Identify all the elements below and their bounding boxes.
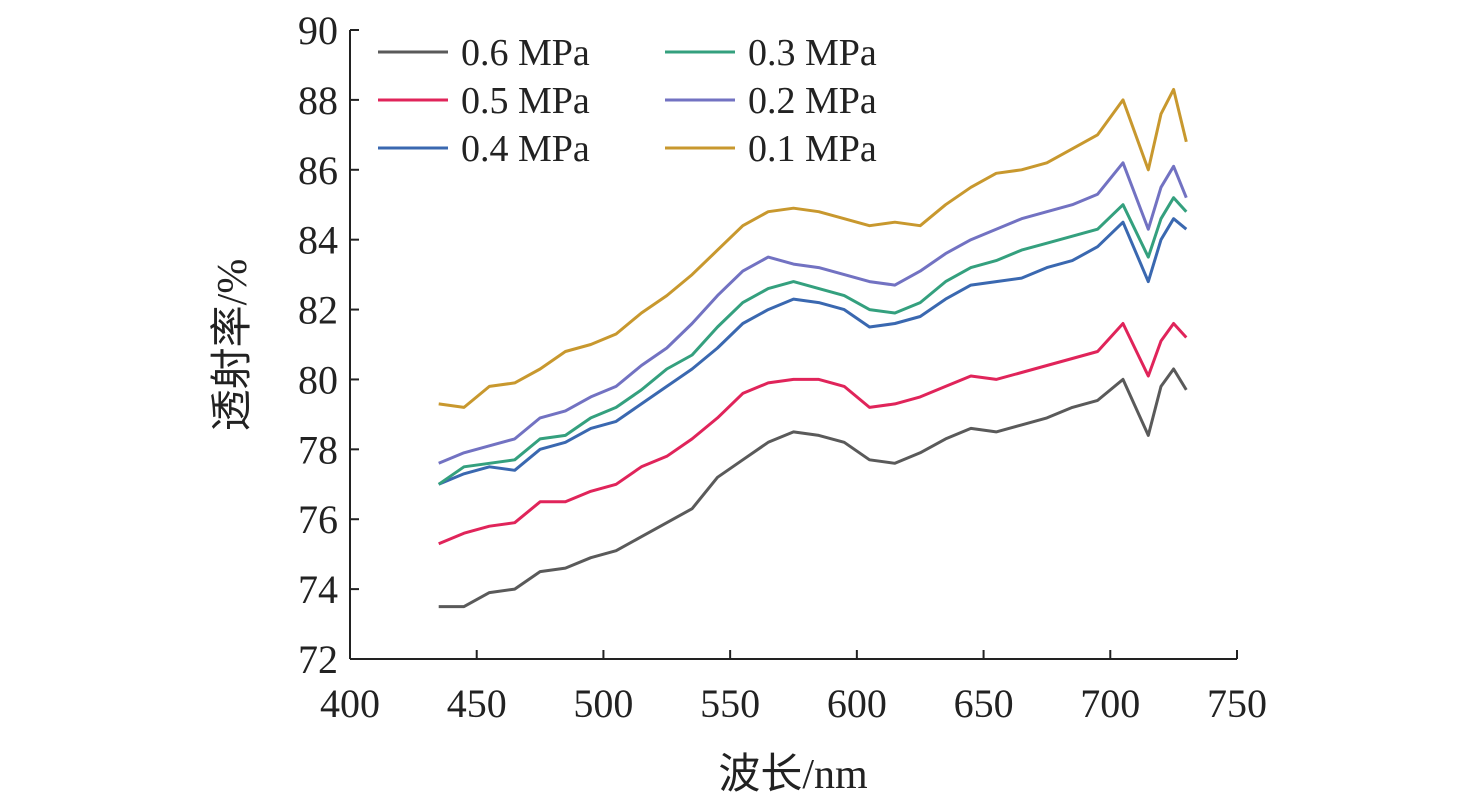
legend-label: 0.5 MPa	[461, 80, 590, 122]
x-tick-label: 550	[700, 681, 760, 726]
x-tick-label: 600	[827, 681, 887, 726]
series-line-0-3-MPa	[437, 196, 1188, 486]
x-tick-label: 700	[1080, 681, 1140, 726]
y-axis-label: 透射率/%	[209, 259, 256, 432]
series-lines	[437, 87, 1188, 609]
legend-label: 0.4 MPa	[461, 128, 590, 170]
legend: 0.6 MPa 0.3 MPa 0.5 MPa 0.2 MPa 0.4 MPa 0.1 M…	[378, 32, 877, 170]
legend-label: 0.2 MPa	[748, 80, 877, 122]
x-tick-label: 400	[320, 681, 380, 726]
legend-item: 0.6 MPa	[378, 32, 590, 74]
y-tick-label: 88	[298, 78, 338, 123]
x-tick-label: 450	[447, 681, 507, 726]
legend-label: 0.6 MPa	[461, 32, 590, 74]
legend-label: 0.3 MPa	[748, 32, 877, 74]
y-tick-label: 74	[298, 567, 338, 612]
y-tick-label: 78	[298, 427, 338, 472]
x-tick-label: 750	[1207, 681, 1267, 726]
axes: 400 450 500 550 600 650 700 750 72 74 76 78 80 82 84 86…	[298, 8, 1267, 726]
legend-item: 0.4 MPa	[378, 128, 590, 170]
x-tick-label: 650	[954, 681, 1014, 726]
x-tick-label: 500	[573, 681, 633, 726]
series-line-0-1-MPa	[438, 87, 1188, 409]
legend-item: 0.2 MPa	[665, 80, 877, 122]
series-line-0-2-MPa	[438, 161, 1188, 465]
series-line-0-5-MPa	[438, 322, 1188, 546]
y-tick-label: 86	[298, 148, 338, 193]
legend-item: 0.1 MPa	[665, 128, 877, 170]
x-axis-label: 波长/nm	[718, 752, 868, 798]
y-tick-label: 90	[298, 8, 338, 53]
legend-item: 0.5 MPa	[378, 80, 590, 122]
y-tick-label: 84	[298, 218, 338, 263]
series-line-0-4-MPa	[438, 217, 1188, 486]
series-line-0-6-MPa	[438, 367, 1188, 609]
y-tick-label: 76	[298, 497, 338, 542]
y-tick-label: 72	[298, 637, 338, 682]
legend-label: 0.1 MPa	[748, 128, 877, 170]
y-tick-label: 80	[298, 357, 338, 402]
legend-item: 0.3 MPa	[665, 32, 877, 74]
y-tick-label: 82	[298, 288, 338, 333]
